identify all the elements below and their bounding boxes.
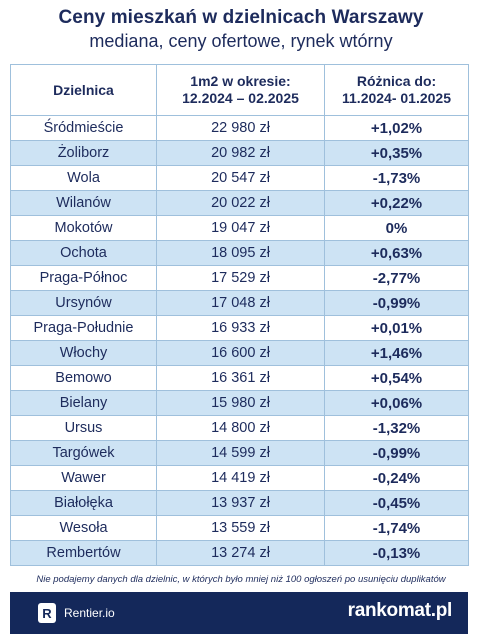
table-row: Targówek 14 599 zł -0,99% <box>10 440 469 466</box>
diff-cell: +0,54% <box>324 365 469 391</box>
district-cell: Białołęka <box>10 490 157 516</box>
district-cell: Wilanów <box>10 190 157 216</box>
diff-cell: +1,46% <box>324 340 469 366</box>
diff-cell: -1,74% <box>324 515 469 541</box>
column-header-diff-line1: Różnica do: <box>356 73 437 89</box>
price-table-container: Dzielnica 1m2 w okresie: 12.2024 – 02.20… <box>10 64 469 566</box>
diff-cell: +0,63% <box>324 240 469 266</box>
table-header-row: Dzielnica 1m2 w okresie: 12.2024 – 02.20… <box>10 64 469 116</box>
price-cell: 22 980 zł <box>156 115 325 141</box>
diff-cell: -0,45% <box>324 490 469 516</box>
footnote: Nie podajemy danych dla dzielnic, w któr… <box>36 574 446 585</box>
diff-cell: 0% <box>324 215 469 241</box>
price-cell: 17 048 zł <box>156 290 325 316</box>
district-cell: Praga-Północ <box>10 265 157 291</box>
diff-cell: -2,77% <box>324 265 469 291</box>
price-cell: 17 529 zł <box>156 265 325 291</box>
table-row: Śródmieście 22 980 zł +1,02% <box>10 115 469 141</box>
price-cell: 20 982 zł <box>156 140 325 166</box>
diff-cell: +1,02% <box>324 115 469 141</box>
district-cell: Wawer <box>10 465 157 491</box>
column-header-price-line1: 1m2 w okresie: <box>190 73 291 89</box>
table-row: Bielany 15 980 zł +0,06% <box>10 390 469 416</box>
diff-cell: -0,24% <box>324 465 469 491</box>
column-header-price: 1m2 w okresie: 12.2024 – 02.2025 <box>156 64 325 116</box>
column-header-diff-line2: 11.2024- 01.2025 <box>342 90 451 106</box>
rentier-brand: R Rentier.io <box>38 603 115 623</box>
column-header-diff: Różnica do: 11.2024- 01.2025 <box>324 64 469 116</box>
table-row: Ursynów 17 048 zł -0,99% <box>10 290 469 316</box>
price-cell: 18 095 zł <box>156 240 325 266</box>
diff-cell: +0,22% <box>324 190 469 216</box>
diff-cell: +0,06% <box>324 390 469 416</box>
district-cell: Żoliborz <box>10 140 157 166</box>
district-cell: Wesoła <box>10 515 157 541</box>
footer-bar: R Rentier.io rankomat.pl <box>10 592 468 634</box>
table-row: Mokotów 19 047 zł 0% <box>10 215 469 241</box>
diff-cell: +0,35% <box>324 140 469 166</box>
price-cell: 20 547 zł <box>156 165 325 191</box>
price-cell: 16 933 zł <box>156 315 325 341</box>
diff-cell: -1,73% <box>324 165 469 191</box>
price-table: Dzielnica 1m2 w okresie: 12.2024 – 02.20… <box>10 64 469 566</box>
table-row: Praga-Południe 16 933 zł +0,01% <box>10 315 469 341</box>
district-cell: Bemowo <box>10 365 157 391</box>
diff-cell: -0,13% <box>324 540 469 566</box>
table-row: Wawer 14 419 zł -0,24% <box>10 465 469 491</box>
page-subtitle: mediana, ceny ofertowe, rynek wtórny <box>89 31 393 51</box>
table-row: Białołęka 13 937 zł -0,45% <box>10 490 469 516</box>
price-cell: 14 599 zł <box>156 440 325 466</box>
district-cell: Praga-Południe <box>10 315 157 341</box>
diff-cell: -1,32% <box>324 415 469 441</box>
price-cell: 19 047 zł <box>156 215 325 241</box>
table-row: Żoliborz 20 982 zł +0,35% <box>10 140 469 166</box>
rentier-logo-icon: R <box>38 603 56 623</box>
district-cell: Targówek <box>10 440 157 466</box>
diff-cell: +0,01% <box>324 315 469 341</box>
price-cell: 13 937 zł <box>156 490 325 516</box>
table-row: Ursus 14 800 zł -1,32% <box>10 415 469 441</box>
price-cell: 16 361 zł <box>156 365 325 391</box>
district-cell: Bielany <box>10 390 157 416</box>
table-row: Ochota 18 095 zł +0,63% <box>10 240 469 266</box>
district-cell: Ursynów <box>10 290 157 316</box>
table-row: Włochy 16 600 zł +1,46% <box>10 340 469 366</box>
column-header-district: Dzielnica <box>10 64 157 116</box>
price-cell: 20 022 zł <box>156 190 325 216</box>
page-title: Ceny mieszkań w dzielnicach Warszawy <box>58 7 424 28</box>
district-cell: Ochota <box>10 240 157 266</box>
district-cell: Rembertów <box>10 540 157 566</box>
table-row: Praga-Północ 17 529 zł -2,77% <box>10 265 469 291</box>
price-cell: 14 800 zł <box>156 415 325 441</box>
district-cell: Śródmieście <box>10 115 157 141</box>
column-header-district-label: Dzielnica <box>53 81 114 98</box>
rentier-label: Rentier.io <box>64 606 115 620</box>
table-body: Śródmieście 22 980 zł +1,02% Żoliborz 20 982… <box>10 115 469 566</box>
header: Ceny mieszkań w dzielnicach Warszawy med… <box>0 6 482 52</box>
column-header-price-line2: 12.2024 – 02.2025 <box>182 90 299 106</box>
district-cell: Mokotów <box>10 215 157 241</box>
district-cell: Wola <box>10 165 157 191</box>
table-row: Bemowo 16 361 zł +0,54% <box>10 365 469 391</box>
rankomat-logo: rankomat.pl <box>347 600 453 621</box>
table-row: Wilanów 20 022 zł +0,22% <box>10 190 469 216</box>
price-cell: 16 600 zł <box>156 340 325 366</box>
price-cell: 15 980 zł <box>156 390 325 416</box>
price-cell: 14 419 zł <box>156 465 325 491</box>
district-cell: Włochy <box>10 340 157 366</box>
price-cell: 13 274 zł <box>156 540 325 566</box>
district-cell: Ursus <box>10 415 157 441</box>
table-row: Wola 20 547 zł -1,73% <box>10 165 469 191</box>
table-row: Rembertów 13 274 zł -0,13% <box>10 540 469 566</box>
price-cell: 13 559 zł <box>156 515 325 541</box>
diff-cell: -0,99% <box>324 290 469 316</box>
table-row: Wesoła 13 559 zł -1,74% <box>10 515 469 541</box>
diff-cell: -0,99% <box>324 440 469 466</box>
